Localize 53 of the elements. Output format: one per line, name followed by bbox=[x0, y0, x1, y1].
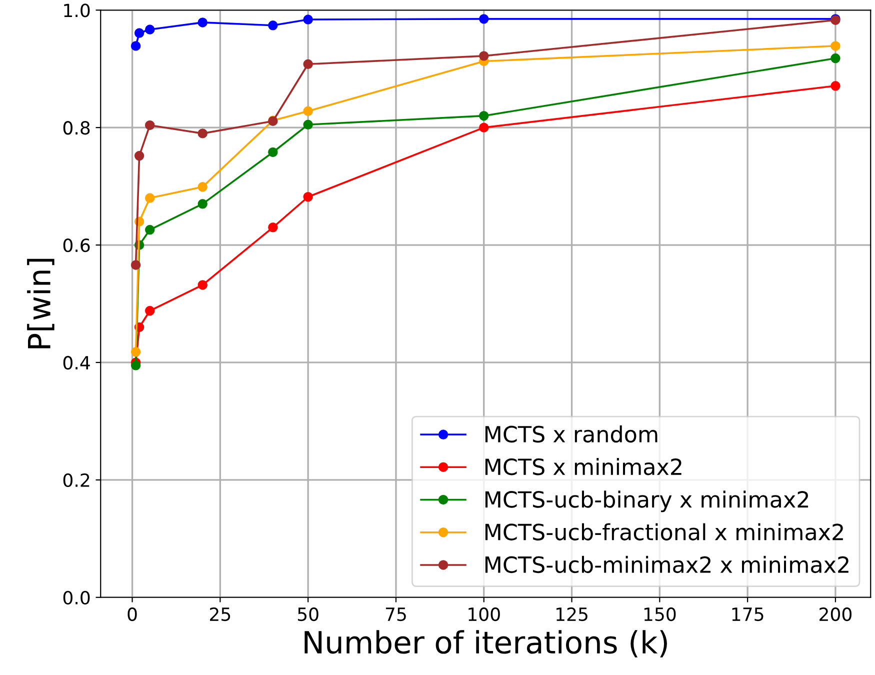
x-tick-label: 150 bbox=[644, 607, 676, 622]
point bbox=[198, 182, 208, 192]
y-tick-label: 0.2 bbox=[63, 473, 90, 488]
y-tick-label: 0.8 bbox=[63, 121, 90, 135]
x-tick-label: 100 bbox=[468, 607, 500, 622]
point bbox=[198, 280, 208, 290]
legend-label: MCTS x random bbox=[485, 425, 658, 443]
x-tick-label: 125 bbox=[556, 607, 588, 622]
legend-label: MCTS-ucb-fractional x minimax2 bbox=[485, 523, 843, 540]
point bbox=[303, 59, 313, 70]
point bbox=[479, 110, 489, 121]
point bbox=[268, 147, 278, 158]
point bbox=[198, 128, 208, 138]
x-axis-title: Number of iterations (k) bbox=[304, 630, 667, 658]
legend-label: MCTS x minimax2 bbox=[485, 458, 682, 476]
point bbox=[144, 120, 155, 130]
point bbox=[830, 41, 840, 51]
point bbox=[303, 192, 313, 202]
x-tick-label: 175 bbox=[732, 608, 764, 622]
legend-label: MCTS-ucb-minimax2 x minimax2 bbox=[485, 556, 848, 574]
point bbox=[479, 51, 489, 61]
point bbox=[303, 106, 313, 116]
x-tick-label: 50 bbox=[298, 607, 318, 622]
x-tick-label: 75 bbox=[386, 608, 406, 622]
y-tick-label: 0.6 bbox=[63, 238, 90, 252]
y-axis-title: P[win] bbox=[27, 258, 54, 348]
x-tick-label: 0 bbox=[128, 607, 137, 622]
point bbox=[268, 20, 278, 30]
y-tick-label: 0.0 bbox=[63, 590, 90, 604]
point bbox=[198, 199, 208, 209]
point bbox=[830, 53, 840, 64]
point bbox=[479, 122, 489, 132]
point bbox=[303, 14, 313, 24]
point bbox=[130, 41, 141, 51]
point bbox=[830, 81, 840, 91]
point bbox=[144, 306, 155, 316]
point bbox=[130, 360, 141, 370]
y-tick-label: 1.0 bbox=[64, 4, 90, 18]
point bbox=[134, 150, 144, 161]
legend-label: MCTS-ucb-binary x minimax2 bbox=[485, 490, 808, 512]
x-tick-label: 25 bbox=[210, 607, 230, 622]
point bbox=[268, 222, 278, 232]
point bbox=[130, 347, 141, 357]
point bbox=[144, 224, 155, 235]
point bbox=[198, 18, 208, 28]
x-tick-label: 200 bbox=[820, 607, 852, 622]
point bbox=[144, 193, 155, 203]
point bbox=[144, 24, 155, 34]
point bbox=[303, 120, 313, 130]
point bbox=[130, 260, 141, 270]
y-tick-label: 0.4 bbox=[63, 356, 90, 370]
point bbox=[479, 14, 489, 24]
point bbox=[134, 28, 144, 38]
